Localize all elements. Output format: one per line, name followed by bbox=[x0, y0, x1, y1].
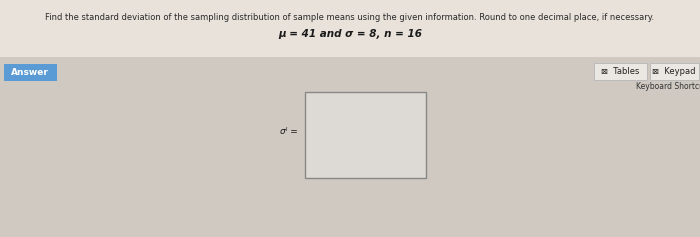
FancyBboxPatch shape bbox=[650, 63, 699, 79]
Text: μ = 41 and σ = 8, n = 16: μ = 41 and σ = 8, n = 16 bbox=[278, 29, 422, 39]
FancyBboxPatch shape bbox=[594, 63, 647, 79]
Text: σᴵ =: σᴵ = bbox=[280, 128, 298, 137]
Text: ⊠  Keypad: ⊠ Keypad bbox=[652, 67, 696, 76]
Text: Find the standard deviation of the sampling distribution of sample means using t: Find the standard deviation of the sampl… bbox=[46, 13, 655, 22]
Text: ⊠  Tables: ⊠ Tables bbox=[601, 67, 639, 76]
Text: Keyboard Shortcuts: Keyboard Shortcuts bbox=[636, 82, 700, 91]
Bar bbox=[0, 0, 700, 57]
FancyBboxPatch shape bbox=[4, 64, 57, 81]
FancyBboxPatch shape bbox=[304, 91, 426, 178]
Text: Answer: Answer bbox=[11, 68, 49, 77]
